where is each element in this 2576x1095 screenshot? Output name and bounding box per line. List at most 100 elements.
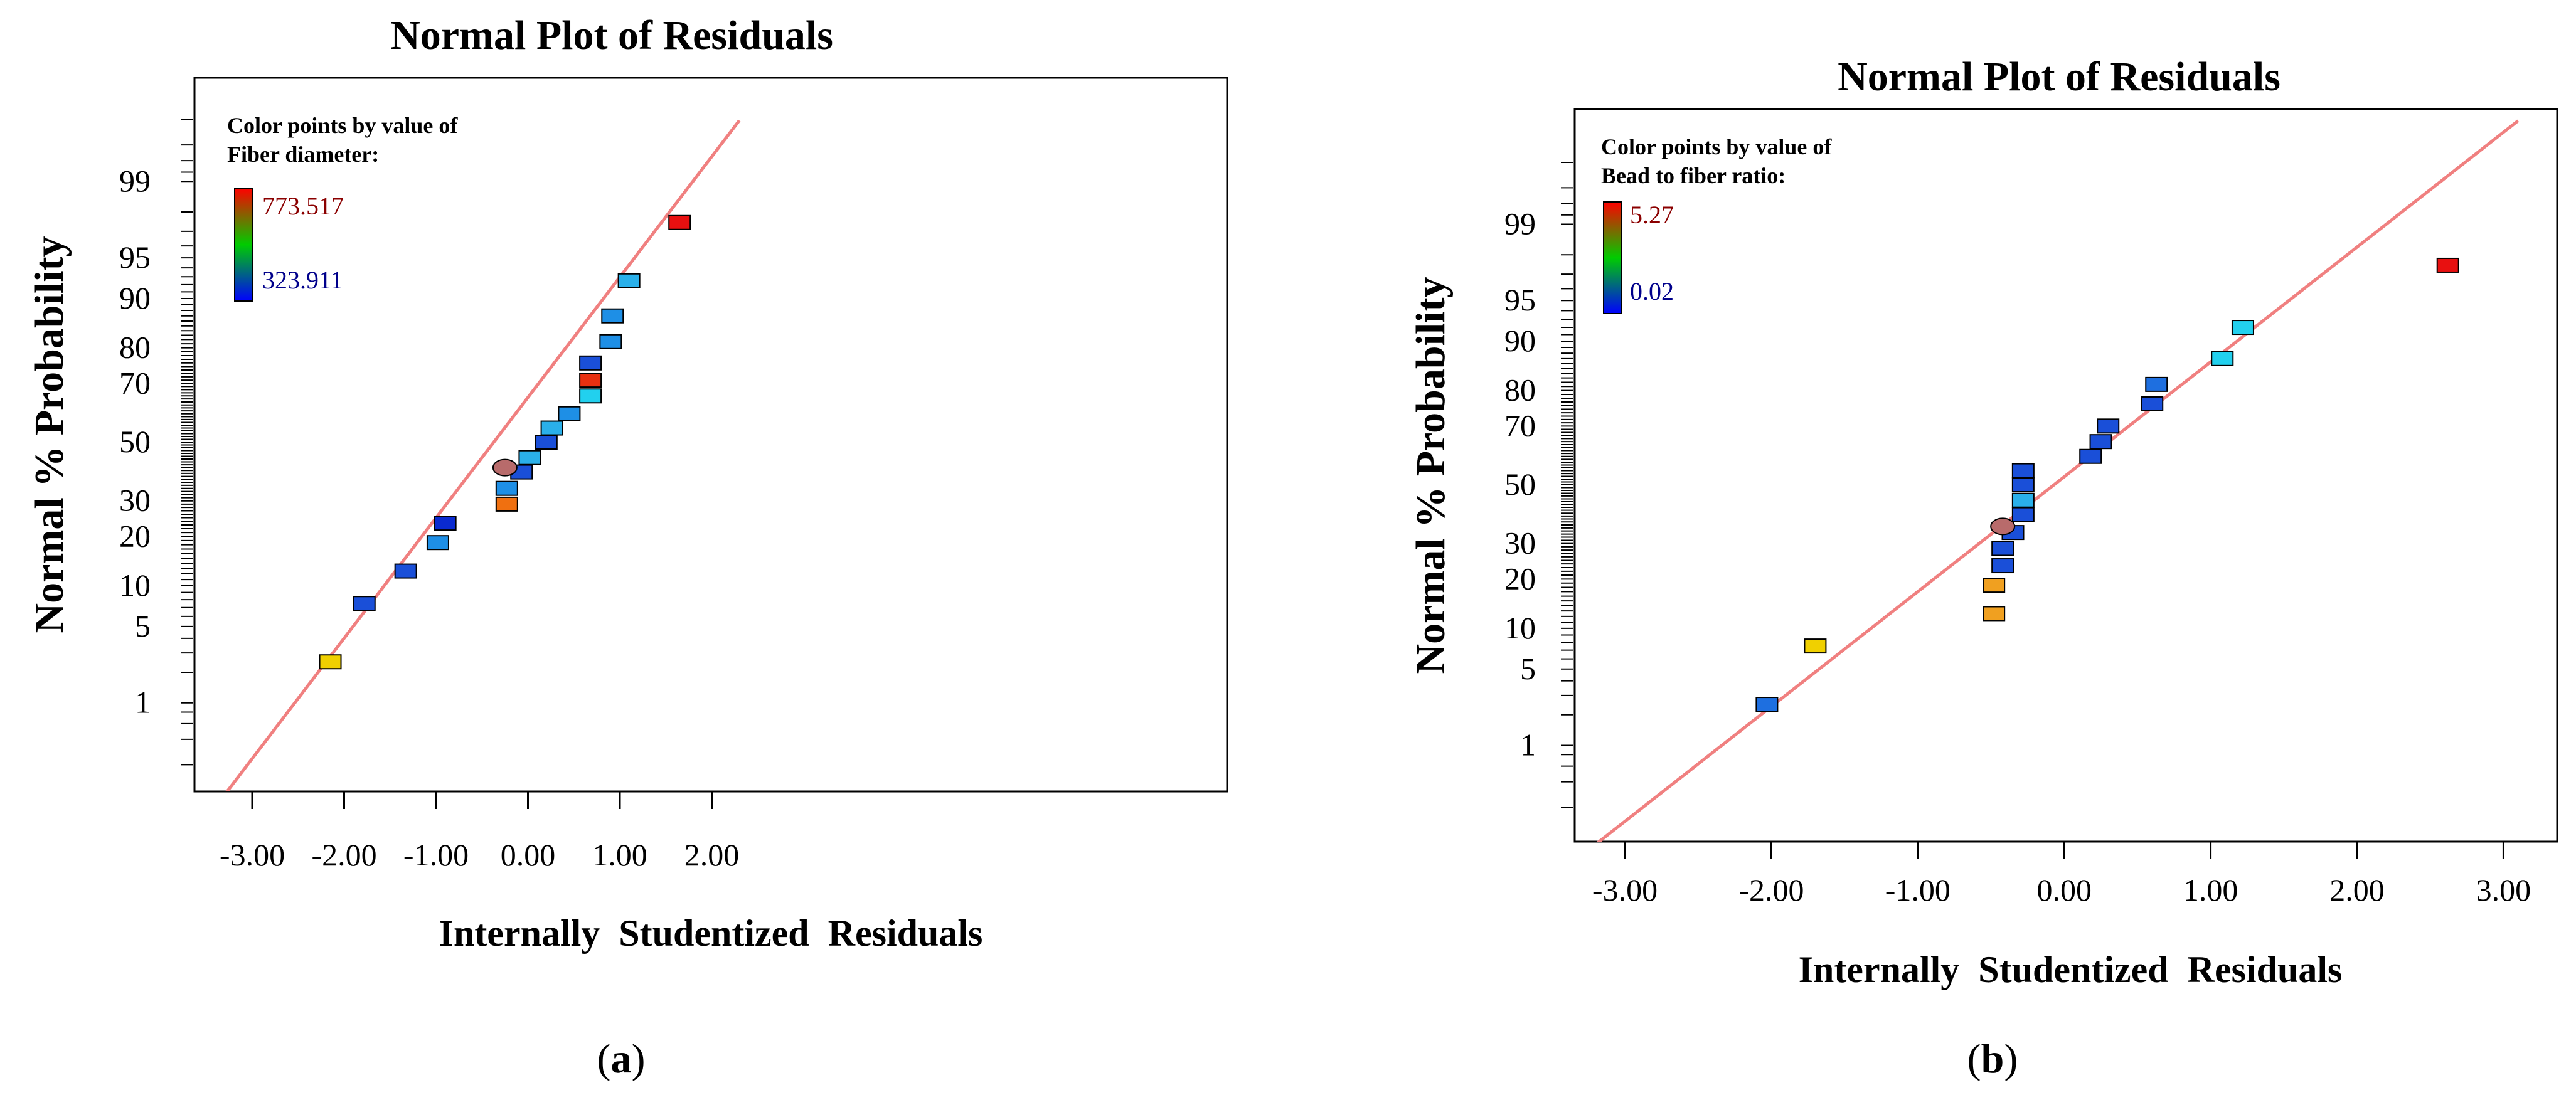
panel-b-data-point: [1755, 697, 1779, 712]
panel-a-y-tick-label: 5: [135, 608, 151, 643]
panel-b-data-point: [2089, 434, 2112, 450]
panel-a-x-tick-label: 0.00: [501, 837, 556, 872]
panel-b-legend: Color points by value of Bead to fiber r…: [1601, 134, 1832, 314]
panel-b-data-point: [2211, 351, 2234, 366]
panel-a-y-tick-label: 1: [135, 685, 151, 720]
panel-a-y-tick-label: 10: [119, 568, 151, 603]
panel-a-y-tick-label: 30: [119, 483, 151, 518]
panel-b-x-tick-label: 3.00: [2476, 872, 2531, 907]
panel-b-data-point: [2231, 320, 2254, 336]
panel-b-minor-ticks: [1561, 161, 1573, 808]
panel-a-y-axis-label: Normal % Probability: [26, 236, 72, 633]
panel-a-data-point: [535, 435, 558, 450]
panel-b-data-point: [1983, 606, 2006, 622]
panel-b-caption: (b): [1967, 1036, 2018, 1082]
panel-b-legend-min-label: 0.02: [1630, 277, 1674, 305]
panel-b-highlighted-point: [1990, 517, 2016, 536]
panel-a-y-tick-label: 20: [119, 518, 151, 553]
panel-b-caption-letter: b: [1981, 1036, 2004, 1082]
panel-a-data-point: [579, 388, 602, 404]
panel-a-x-tick-label: -3.00: [220, 837, 285, 872]
panel-a-y-tick-label: 80: [119, 330, 151, 365]
panel-a-highlighted-point: [492, 458, 518, 477]
panel-b-data-point: [1804, 638, 1827, 654]
panel-a-data-point: [426, 535, 449, 551]
panel-b-data-point: [2011, 477, 2035, 492]
panel-a-reference-line: [225, 119, 741, 791]
panel-a-caption-letter: a: [611, 1036, 632, 1082]
panel-a-x-tick-label: 1.00: [592, 837, 647, 872]
panel-b-title: Normal Plot of Residuals: [1838, 54, 2281, 100]
panel-a-points: [319, 214, 691, 670]
panel-b-y-tick-label: 80: [1504, 373, 1536, 408]
panel-b-data-point: [2436, 257, 2459, 273]
panel-b-y-tick-label: 50: [1504, 467, 1536, 502]
panel-b-x-tick-label: 1.00: [2183, 872, 2238, 907]
panel-a-y-tick-label: 99: [119, 163, 151, 198]
panel-b-caption-close-paren: ): [2004, 1036, 2018, 1082]
panel-a-data-point: [579, 355, 602, 371]
panel-b-y-tick-label: 1: [1520, 727, 1536, 762]
panel-a-data-point: [599, 334, 622, 349]
panel-a-data-point: [668, 214, 691, 230]
panel-a-reference-line-group: [225, 119, 741, 791]
panel-b-y-axis-label: Normal % Probability: [1408, 277, 1454, 674]
panel-b-caption-open-paren: (: [1967, 1036, 1981, 1082]
panel-a-legend: Color points by value of Fiber diameter:…: [227, 113, 458, 302]
panel-a-x-ticks: -3.00 -2.00 -1.00 0.00 1.00 2.00: [220, 791, 739, 872]
panel-a-y-tick-label: 70: [119, 365, 151, 400]
panel-b-y-tick-label: 90: [1504, 323, 1536, 358]
panel-b-points: [1755, 257, 2459, 712]
panel-a-legend-min-label: 323.911: [262, 266, 343, 294]
panel-b-y-tick-label: 20: [1504, 561, 1536, 596]
panel-a-data-point: [394, 563, 417, 579]
panel-a-caption-open-paren: (: [597, 1036, 611, 1082]
panel-b-y-tick-label: 95: [1504, 282, 1536, 317]
panel-b-x-tick-label: 0.00: [2036, 872, 2092, 907]
panel-b-x-ticks: -3.00 -2.00 -1.00 0.00 1.00 2.00 3.00: [1592, 842, 2531, 907]
panel-b-legend-title-line2: Bead to fiber ratio:: [1601, 163, 1786, 188]
panel-a-x-tick-label: -1.00: [403, 837, 469, 872]
panel-a-data-point: [434, 516, 457, 531]
panel-b-data-point: [2011, 492, 2035, 508]
panel-a-plot-frame: [193, 77, 1228, 793]
panel-b-y-tick-label: 70: [1504, 408, 1536, 443]
panel-b-legend-color-bar: [1603, 201, 1622, 314]
panel-a-caption-close-paren: ): [632, 1036, 646, 1082]
panel-a-data-point: [495, 480, 518, 496]
panel-b-data-point: [2079, 448, 2102, 464]
panel-a-data-point: [617, 273, 641, 288]
panel-a-minor-ticks: [181, 119, 193, 766]
panel-a-x-tick-label: -2.00: [311, 837, 376, 872]
panel-a-data-point: [558, 406, 581, 421]
panel-a-data-point: [601, 308, 624, 324]
panel-a-data-point: [518, 450, 541, 465]
panel-a-data-point: [579, 373, 602, 388]
panel-b-data-point: [1991, 541, 2014, 556]
panel-b-legend-max-label: 5.27: [1630, 201, 1674, 229]
panel-b-data-point: [2097, 418, 2120, 434]
panel-b-x-axis-label: Internally Studentized Residuals: [1799, 949, 2343, 990]
panel-a-legend-title-line2: Fiber diameter:: [227, 142, 379, 167]
panel-b-legend-title-line1: Color points by value of: [1601, 134, 1832, 159]
panel-a-y-tick-label: 50: [119, 424, 151, 459]
panel-b-data-point: [2145, 376, 2168, 392]
panel-a-y-tick-label: 95: [119, 240, 151, 275]
panel-b-x-tick-label: 2.00: [2329, 872, 2385, 907]
panel-a-data-point: [495, 496, 518, 512]
panel-b-x-tick-label: -2.00: [1738, 872, 1804, 907]
panel-b-y-tick-label: 99: [1504, 206, 1536, 241]
panel-b-reference-line-group: [1596, 119, 2520, 842]
panel-a-x-axis-label: Internally Studentized Residuals: [439, 912, 983, 954]
panel-b-y-tick-label: 30: [1504, 526, 1536, 561]
panel-b-y-tick-label: 10: [1504, 610, 1536, 645]
panel-b-x-tick-label: -1.00: [1885, 872, 1951, 907]
panel-a-y-tick-label: 90: [119, 280, 151, 315]
panel-b-x-tick-label: -3.00: [1592, 872, 1658, 907]
panel-b-data-point: [1991, 558, 2014, 574]
